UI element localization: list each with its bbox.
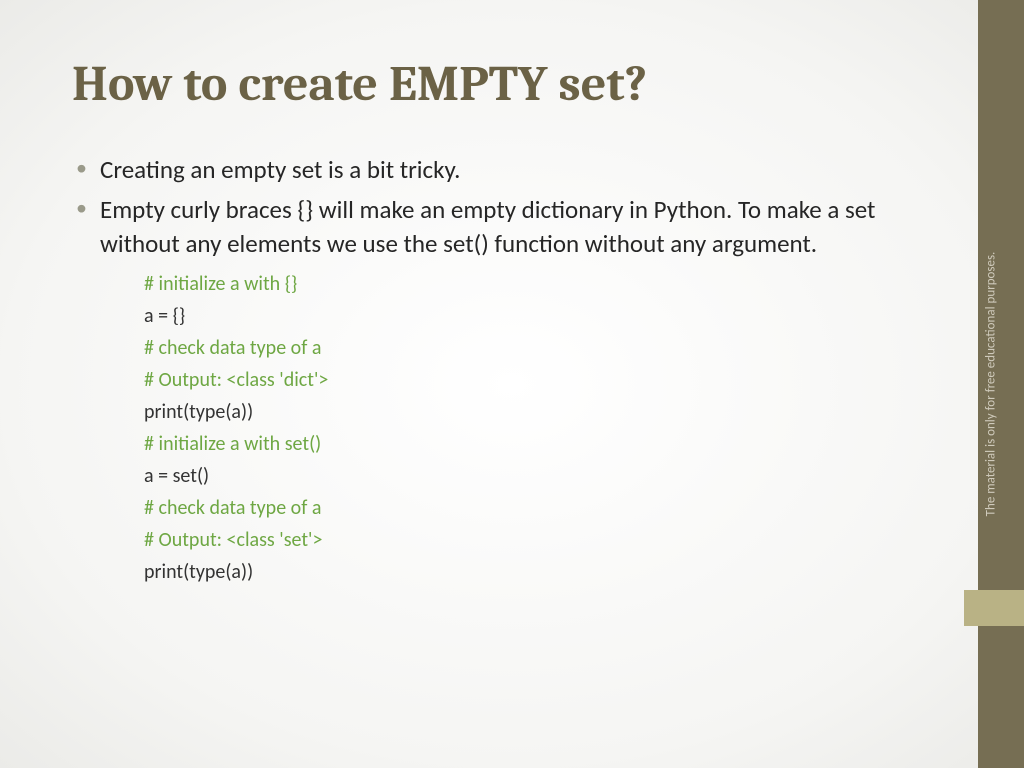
code-comment: # initialize a with {}: [144, 268, 904, 300]
bullet-item: Empty curly braces {} will make an empty…: [72, 193, 904, 261]
slide-title: How to create EMPTY set?: [72, 55, 904, 113]
bullet-list: Creating an empty set is a bit tricky. E…: [72, 153, 904, 260]
code-statement: print(type(a)): [144, 556, 904, 588]
code-statement: a = set(): [144, 460, 904, 492]
slide-content: How to create EMPTY set? Creating an emp…: [0, 0, 964, 768]
code-statement: a = {}: [144, 300, 904, 332]
code-comment: # Output: <class 'set'>: [144, 524, 904, 556]
bullet-item: Creating an empty set is a bit tricky.: [72, 153, 904, 187]
code-statement: print(type(a)): [144, 396, 904, 428]
sidebar: The material is only for free educationa…: [964, 0, 1024, 768]
sidebar-accent-bar: [964, 590, 1024, 626]
code-block: # initialize a with {} a = {} # check da…: [144, 268, 904, 588]
code-comment: # Output: <class 'dict'>: [144, 364, 904, 396]
code-comment: # check data type of a: [144, 332, 904, 364]
code-comment: # check data type of a: [144, 492, 904, 524]
code-comment: # initialize a with set(): [144, 428, 904, 460]
sidebar-disclaimer: The material is only for free educationa…: [984, 244, 1001, 524]
